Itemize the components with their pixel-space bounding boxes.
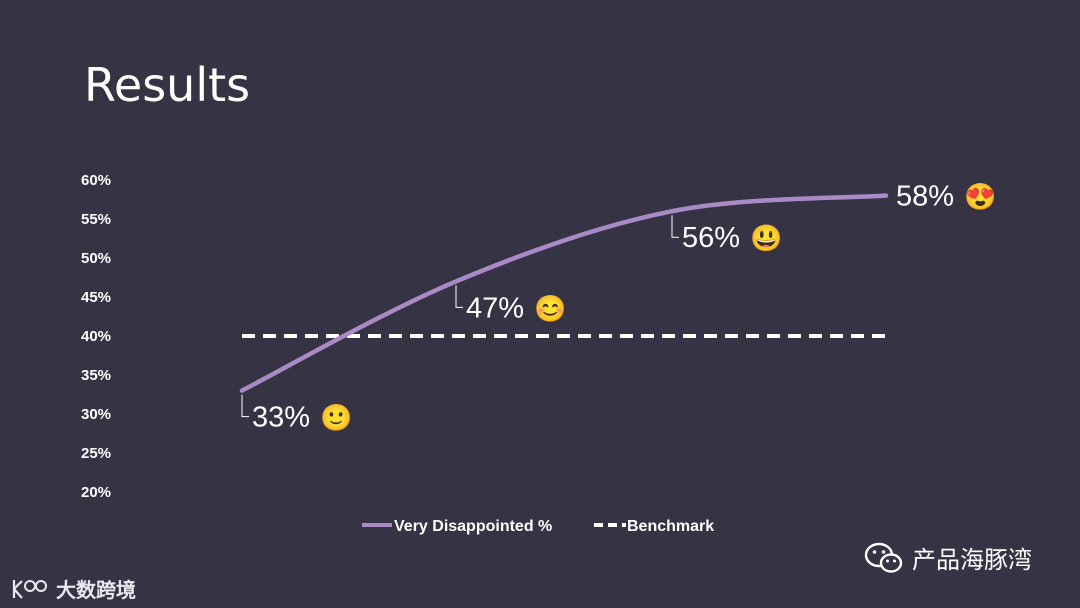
data-label-value: 47% <box>466 292 524 324</box>
y-tick-label: 35% <box>81 367 111 384</box>
data-label-leader <box>671 215 679 238</box>
data-label-leader <box>455 285 463 308</box>
y-tick-label: 60% <box>81 172 111 189</box>
data-label-value: 33% <box>252 402 310 434</box>
emoji-icon: 😍 <box>964 182 996 212</box>
legend: Very Disappointed % Benchmark <box>362 518 714 535</box>
watermark-right: 产品海豚湾 <box>864 540 1032 575</box>
data-label: 33% 🙂 <box>252 402 352 434</box>
legend-label-benchmark: Benchmark <box>627 518 714 535</box>
watermark-left-text: 大数跨境 <box>56 578 136 602</box>
emoji-icon: 😃 <box>750 223 782 253</box>
y-axis: 20% 25% 30% 35% 40% 45% 50% 55% 60% <box>81 172 111 501</box>
emoji-icon: 🙂 <box>320 403 352 433</box>
data-labels: 33% 🙂 47% 😊 56% 😃 58% 😍 <box>241 181 996 434</box>
very-disappointed-series <box>239 193 889 393</box>
brand-logo-icon <box>12 579 47 599</box>
data-label-value: 56% <box>682 222 740 254</box>
data-label-value: 58% <box>896 181 954 213</box>
watermark-right-text: 产品海豚湾 <box>912 546 1032 574</box>
legend-label-very-disappointed: Very Disappointed % <box>394 518 552 535</box>
watermark-left: 大数跨境 <box>10 574 136 603</box>
y-tick-label: 20% <box>81 484 111 501</box>
data-label: 47% 😊 <box>466 292 566 324</box>
data-label: 56% 😃 <box>682 222 782 254</box>
y-tick-label: 50% <box>81 250 111 267</box>
very-disappointed-line <box>239 193 889 393</box>
y-tick-label: 55% <box>81 211 111 228</box>
y-tick-label: 30% <box>81 406 111 423</box>
y-tick-label: 25% <box>81 445 111 462</box>
data-label: 58% 😍 <box>896 181 996 213</box>
wechat-icon <box>864 542 903 573</box>
emoji-icon: 😊 <box>534 293 566 323</box>
y-tick-label: 40% <box>81 328 111 345</box>
y-tick-label: 45% <box>81 289 111 306</box>
data-label-leader <box>241 394 249 418</box>
slide-title: Results <box>84 58 251 112</box>
